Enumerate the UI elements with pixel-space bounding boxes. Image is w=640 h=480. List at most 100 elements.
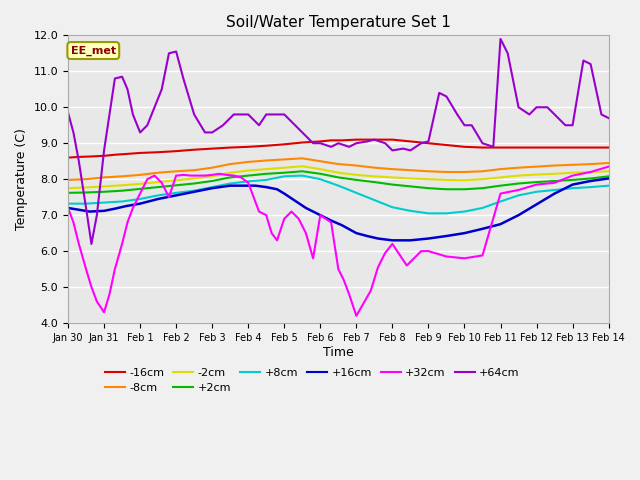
+2cm [515,180,522,186]
-16cm [75,154,83,160]
Line: -16cm: -16cm [68,140,609,157]
+2cm [443,186,451,192]
+64cm [280,111,288,117]
+2cm [424,185,432,191]
+2cm [154,184,162,190]
+16cm [587,178,595,184]
+16cm [461,230,468,236]
+2cm [209,178,216,184]
+16cm [100,208,108,214]
+16cm [605,176,612,181]
+8cm [190,188,198,193]
+16cm [273,186,281,192]
-2cm [154,179,162,185]
-8cm [424,168,432,174]
+8cm [461,209,468,215]
+16cm [227,183,234,189]
+16cm [374,236,382,241]
-2cm [136,181,144,187]
+8cm [262,177,270,183]
-2cm [461,178,468,183]
+2cm [335,175,342,180]
-2cm [262,166,270,172]
+16cm [172,192,180,198]
+16cm [532,202,540,207]
+16cm [111,206,118,212]
-16cm [353,137,360,143]
+2cm [118,188,126,193]
-16cm [461,144,468,150]
+8cm [443,210,451,216]
-16cm [86,154,93,159]
+64cm [64,110,72,116]
+8cm [479,205,486,211]
-16cm [280,142,288,147]
-16cm [406,139,414,144]
-2cm [64,185,72,191]
-2cm [118,182,126,188]
+8cm [118,199,126,204]
Line: +32cm: +32cm [68,167,609,316]
-8cm [479,168,486,174]
Line: +2cm: +2cm [68,171,609,193]
+2cm [479,185,486,191]
-2cm [209,173,216,179]
Legend: -16cm, -8cm, -2cm, +2cm, +8cm, +16cm, +32cm, +64cm: -16cm, -8cm, -2cm, +2cm, +8cm, +16cm, +3… [100,363,524,397]
+16cm [291,198,299,204]
+8cm [515,192,522,198]
+2cm [64,190,72,196]
-16cm [338,137,346,143]
-8cm [515,165,522,170]
+16cm [122,204,129,209]
+32cm [64,205,72,211]
+8cm [497,199,504,204]
+2cm [316,171,324,177]
-16cm [316,139,324,144]
-8cm [154,170,162,176]
+16cm [154,196,162,202]
+2cm [172,182,180,188]
+2cm [136,186,144,192]
+8cm [298,173,306,179]
+64cm [88,241,95,247]
-2cm [424,176,432,182]
-2cm [388,175,396,180]
-8cm [190,168,198,173]
+64cm [497,36,504,42]
+64cm [172,48,180,54]
-16cm [605,144,612,150]
+16cm [443,233,451,239]
-16cm [122,151,129,157]
+2cm [388,182,396,188]
-2cm [82,185,90,191]
+8cm [172,190,180,196]
+2cm [551,178,559,184]
+32cm [280,216,288,222]
Line: -8cm: -8cm [68,158,609,180]
+16cm [388,238,396,243]
-16cm [443,142,451,148]
+32cm [244,180,252,186]
-8cm [406,168,414,173]
+16cm [406,238,414,243]
+2cm [227,175,234,180]
-8cm [262,157,270,163]
-8cm [316,158,324,164]
-2cm [605,168,612,174]
-8cm [551,163,559,168]
+16cm [302,205,310,211]
-8cm [82,176,90,182]
-2cm [172,178,180,183]
-16cm [298,140,306,145]
+8cm [532,189,540,195]
-2cm [587,169,595,175]
-8cm [244,159,252,165]
+8cm [227,180,234,186]
+2cm [280,170,288,176]
-8cm [335,161,342,167]
+8cm [154,192,162,198]
-2cm [316,166,324,172]
-8cm [587,161,595,167]
+16cm [424,236,432,241]
-8cm [497,166,504,172]
